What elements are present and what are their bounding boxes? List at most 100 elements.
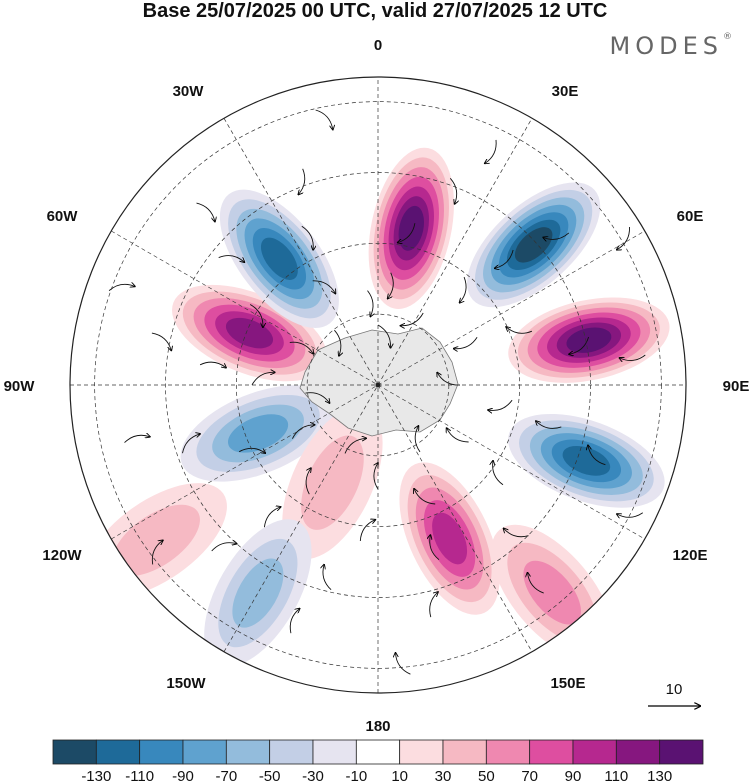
streamline	[620, 354, 646, 361]
lon-label-180: 180	[365, 718, 390, 735]
streamline	[124, 435, 150, 443]
colorbar-tick-label: -90	[172, 768, 194, 783]
streamline	[263, 507, 280, 528]
streamline	[396, 653, 411, 675]
lon-label-60w: 60W	[47, 208, 79, 225]
colorbar-swatch-1	[95, 739, 141, 765]
streamline	[289, 341, 313, 353]
streamline	[569, 336, 590, 354]
streamline	[334, 329, 340, 356]
streamline	[359, 520, 375, 542]
colorbar-swatch-2	[139, 739, 184, 765]
colorbar-swatch-3	[182, 739, 227, 765]
streamline	[617, 512, 644, 518]
colorbar-swatch-4	[225, 739, 271, 765]
south-pole-marker	[375, 382, 381, 388]
streamline	[388, 272, 394, 299]
colorbar-tick-label: -10	[345, 768, 367, 783]
map-title: Base 25/07/2025 00 UTC, valid 27/07/2025…	[142, 0, 608, 22]
colorbar-swatch-12	[572, 739, 617, 765]
lon-label-150e: 150E	[550, 675, 585, 692]
streamline	[315, 109, 333, 130]
colorbar-swatch-10	[485, 739, 531, 765]
lon-label-120e: 120E	[672, 547, 707, 564]
streamline	[251, 372, 275, 386]
streamline	[429, 592, 438, 618]
colorbar-tick-label: -30	[302, 768, 324, 783]
streamline	[151, 332, 171, 350]
colorbar-tick-label: 90	[565, 768, 582, 783]
anomaly-center-negative-8	[180, 385, 336, 482]
anomaly-center-positive-2	[508, 297, 670, 383]
anomaly-center-negative-3	[508, 413, 665, 508]
colorbar-swatch-9	[442, 739, 487, 765]
streamline	[454, 337, 478, 348]
colorbar-swatch-13	[615, 739, 661, 765]
streamline	[528, 573, 544, 594]
streamline	[196, 202, 215, 221]
lon-label-30e: 30E	[552, 83, 579, 100]
colorbar-swatch-6	[312, 739, 357, 765]
colorbar-swatch-5	[269, 739, 314, 765]
colorbar-tick-label: -110	[125, 768, 154, 783]
streamline	[151, 540, 162, 565]
map-border	[69, 76, 687, 694]
streamline	[588, 445, 606, 466]
wind-streamlines	[108, 109, 646, 675]
colorbar-swatch-11	[529, 739, 574, 765]
streamline	[460, 276, 467, 303]
streamline	[323, 565, 332, 591]
colorbar-tick-label: 110	[604, 768, 628, 783]
lon-label-90e: 90E	[723, 378, 750, 395]
streamline	[414, 489, 436, 505]
colorbar-tick-label: 10	[391, 768, 408, 783]
streamline	[536, 421, 562, 429]
colorbar	[52, 739, 704, 765]
streamline	[543, 232, 570, 239]
streamline	[430, 535, 440, 561]
brand-name: MODES	[609, 32, 723, 60]
modes-logo: MODES®	[610, 32, 732, 60]
anomaly-center-negative-1	[467, 182, 601, 308]
anomaly-center-positive-4	[399, 462, 500, 615]
streamline	[301, 225, 313, 250]
streamline	[218, 255, 245, 262]
lon-label-30w: 30W	[173, 83, 205, 100]
streamline	[377, 324, 391, 348]
streamline	[182, 434, 201, 454]
streamline	[305, 468, 311, 495]
streamline	[289, 609, 299, 634]
colorbar-swatch-7	[355, 739, 401, 765]
vector-reference: 10	[648, 681, 700, 706]
streamline	[617, 226, 630, 250]
streamline	[449, 178, 456, 204]
colorbar-tick-label: -130	[81, 768, 111, 783]
colorbar-swatch-8	[399, 739, 444, 765]
colorbar-tick-label: 50	[478, 768, 495, 783]
streamline	[447, 428, 469, 443]
longitude-labels: 0 30E 60E 90E 120E 150E 180 150W 120W 90…	[4, 37, 750, 735]
vector-reference-label: 10	[666, 681, 683, 698]
streamline	[415, 426, 421, 453]
lon-label-60e: 60E	[677, 208, 704, 225]
colorbar-tick-label: 30	[435, 768, 452, 783]
anomaly-center-positive-0	[368, 147, 454, 309]
streamline	[485, 139, 497, 164]
streamline	[493, 461, 504, 486]
lon-label-150w: 150W	[166, 675, 206, 692]
streamline	[344, 438, 366, 454]
streamline	[249, 304, 263, 328]
colorbar-tick-label: 70	[521, 768, 538, 783]
lon-label-0: 0	[374, 37, 382, 54]
registered-mark: ®	[723, 32, 732, 42]
anomaly-center-negative-10	[204, 519, 312, 667]
lon-label-90w: 90W	[4, 378, 36, 395]
colorbar-swatch-0	[52, 739, 97, 765]
streamline	[367, 290, 374, 317]
streamline	[504, 528, 529, 538]
lon-label-120w: 120W	[42, 547, 82, 564]
streamline	[298, 168, 306, 195]
anomaly-center-positive-6	[172, 284, 327, 382]
colorbar-tick-label: -50	[259, 768, 281, 783]
